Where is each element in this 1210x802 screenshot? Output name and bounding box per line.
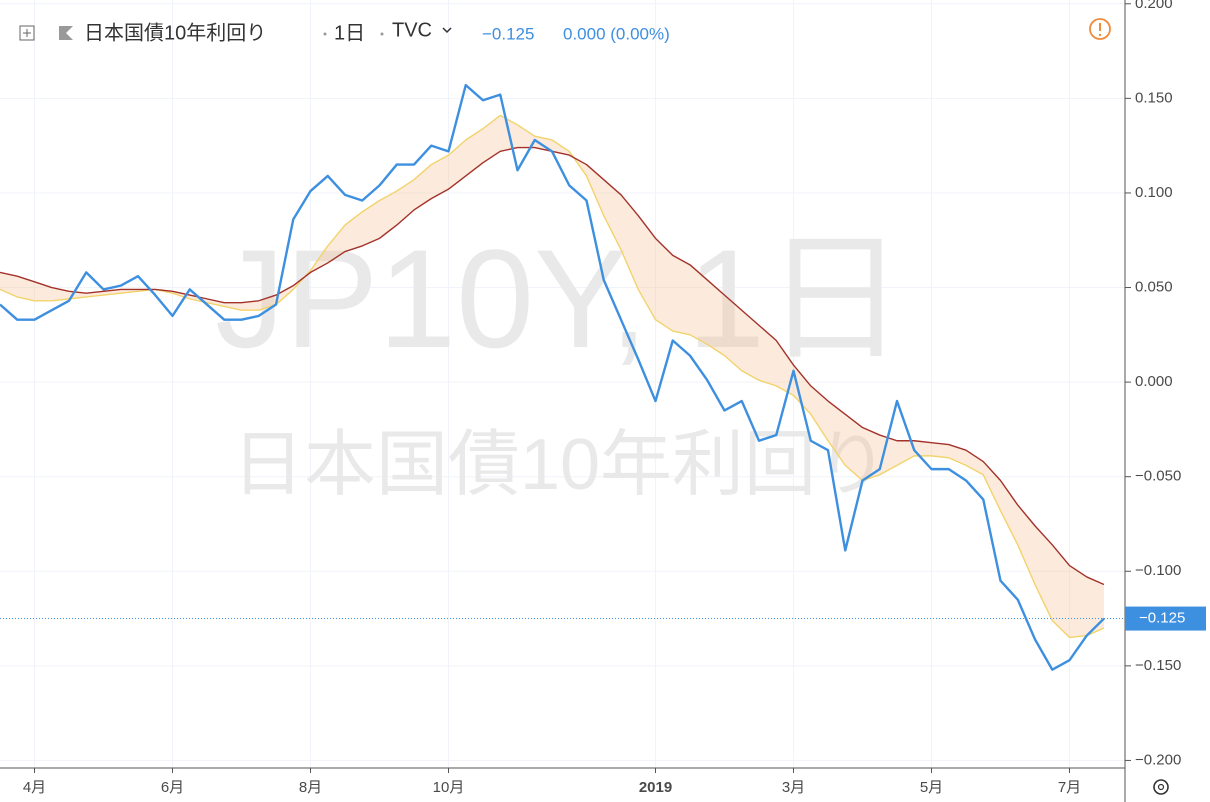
watermark-title: 日本国債10年利回り — [232, 425, 888, 505]
separator — [380, 32, 384, 36]
y-tick-label: 0.000 — [1135, 373, 1173, 390]
y-tick-label: −0.200 — [1135, 751, 1181, 768]
y-tick-label: 0.150 — [1135, 89, 1173, 106]
axes: 0.200 0.150 0.100 0.050 0.000 −0.050 −0.100 −0.… — [23, 0, 1206, 796]
settings-icon[interactable] — [1153, 779, 1169, 795]
flag-icon[interactable] — [59, 26, 73, 40]
y-tick-label: 0.200 — [1135, 0, 1173, 12]
change: 0.000 (0.00%) — [563, 24, 670, 43]
x-tick-label: 4月 — [23, 779, 46, 796]
interval: 1日 — [334, 22, 365, 44]
watermark-symbol: JP10Y, 1日 — [215, 220, 905, 377]
x-tick-label: 5月 — [920, 779, 943, 796]
y-tick-label: −0.150 — [1135, 657, 1181, 674]
last-value-tag — [1125, 606, 1206, 631]
alert-circle — [1089, 18, 1111, 40]
dropdown-icon[interactable] — [442, 27, 452, 34]
add-icon[interactable] — [19, 25, 35, 41]
x-tick-label: 3月 — [782, 779, 805, 796]
plot — [0, 83, 1125, 671]
x-tick-label: 8月 — [299, 779, 322, 796]
gear-center — [1157, 783, 1165, 791]
x-tick-label: 10月 — [433, 779, 465, 796]
x-tick-label: 6月 — [161, 779, 184, 796]
last-value: −0.125 — [482, 24, 534, 43]
series-title: 日本国債10年利回り — [84, 21, 266, 44]
separator — [323, 32, 327, 36]
x-tick-label: 7月 — [1058, 779, 1081, 796]
y-tick-label: 0.100 — [1135, 184, 1173, 201]
source[interactable]: TVC — [392, 19, 432, 41]
price-line — [0, 83, 1105, 671]
x-tick-label: 2019 — [639, 779, 672, 796]
y-tick-label: −0.100 — [1135, 562, 1181, 579]
alert-dot — [1098, 33, 1102, 37]
alert-icon[interactable] — [1089, 18, 1111, 40]
gear — [1153, 779, 1169, 795]
y-tick-label: 0.050 — [1135, 278, 1173, 295]
grid — [0, 0, 1125, 768]
y-tick-label: −0.050 — [1135, 468, 1181, 485]
legend: 日本国債10年利回り 1日 TVC −0.125 0.000 (0.00%) — [19, 19, 670, 44]
last-value-tag-label: −0.125 — [1139, 610, 1185, 627]
